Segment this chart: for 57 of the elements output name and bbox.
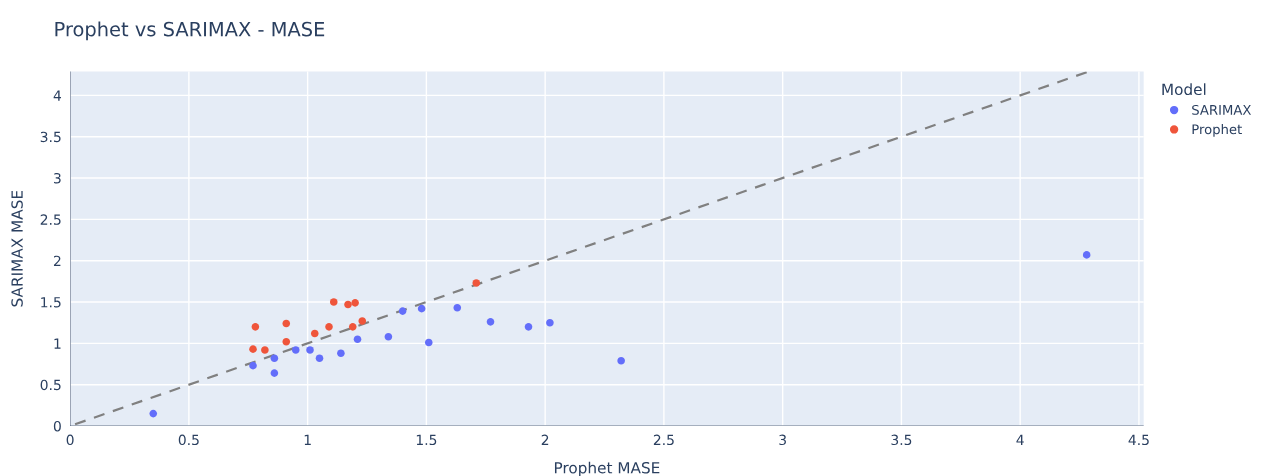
point <box>325 323 333 331</box>
point <box>358 317 367 325</box>
point <box>353 335 362 344</box>
point <box>453 304 462 312</box>
point <box>149 409 158 418</box>
point <box>524 323 533 331</box>
point <box>270 369 279 377</box>
point <box>348 323 357 331</box>
point <box>344 300 352 309</box>
y-tick-label: 2 <box>53 255 61 266</box>
point <box>315 354 324 363</box>
point <box>249 345 257 353</box>
x-tick-label: 4.5 <box>1128 434 1149 446</box>
x-tick-label: 3.5 <box>891 434 912 446</box>
y-tick-label: 1.5 <box>41 297 61 308</box>
x-axis-title: Prophet MASE <box>554 461 660 476</box>
legend-label: Prophet <box>1192 124 1242 137</box>
y-tick-label: 0.5 <box>40 379 61 391</box>
y-tick-label: 0 <box>53 420 61 432</box>
point <box>329 298 338 306</box>
point <box>546 318 554 327</box>
chart-title: Prophet vs SARIMAX - MASE <box>55 21 325 41</box>
point <box>351 299 359 307</box>
point <box>486 318 495 326</box>
y-tick-label: 3.5 <box>40 131 61 143</box>
point <box>310 329 319 338</box>
x-tick-label: 3 <box>779 434 786 446</box>
point <box>249 361 257 370</box>
x-tick-label: 4 <box>1016 434 1024 445</box>
point <box>424 338 433 347</box>
legend-title: Model <box>1162 83 1206 96</box>
point <box>270 354 279 363</box>
point <box>617 356 625 365</box>
point <box>384 332 393 341</box>
point <box>337 349 345 358</box>
point <box>282 319 291 328</box>
point <box>306 346 314 354</box>
y-tick-label: 4 <box>53 90 62 101</box>
point <box>1082 251 1091 259</box>
point <box>417 304 426 313</box>
x-tick-label: 1 <box>304 434 311 445</box>
y-axis-title: SARIMAX MASE <box>11 190 23 307</box>
x-tick-label: 2 <box>541 434 549 445</box>
x-tick-label: 0.5 <box>178 434 199 446</box>
point <box>261 346 269 354</box>
x-tick-label: 0 <box>66 434 74 446</box>
point <box>291 346 300 354</box>
y-tick-label: 2.5 <box>40 214 61 225</box>
point <box>282 337 291 346</box>
legend-label: SARIMAX <box>1192 104 1252 115</box>
x-tick-label: 1.5 <box>416 434 437 446</box>
point <box>251 323 260 331</box>
y-tick-label: 3 <box>54 173 61 184</box>
y-tick-label: 1 <box>54 338 61 349</box>
point <box>398 307 407 315</box>
x-tick-label: 2.5 <box>653 434 674 446</box>
point <box>472 279 481 287</box>
